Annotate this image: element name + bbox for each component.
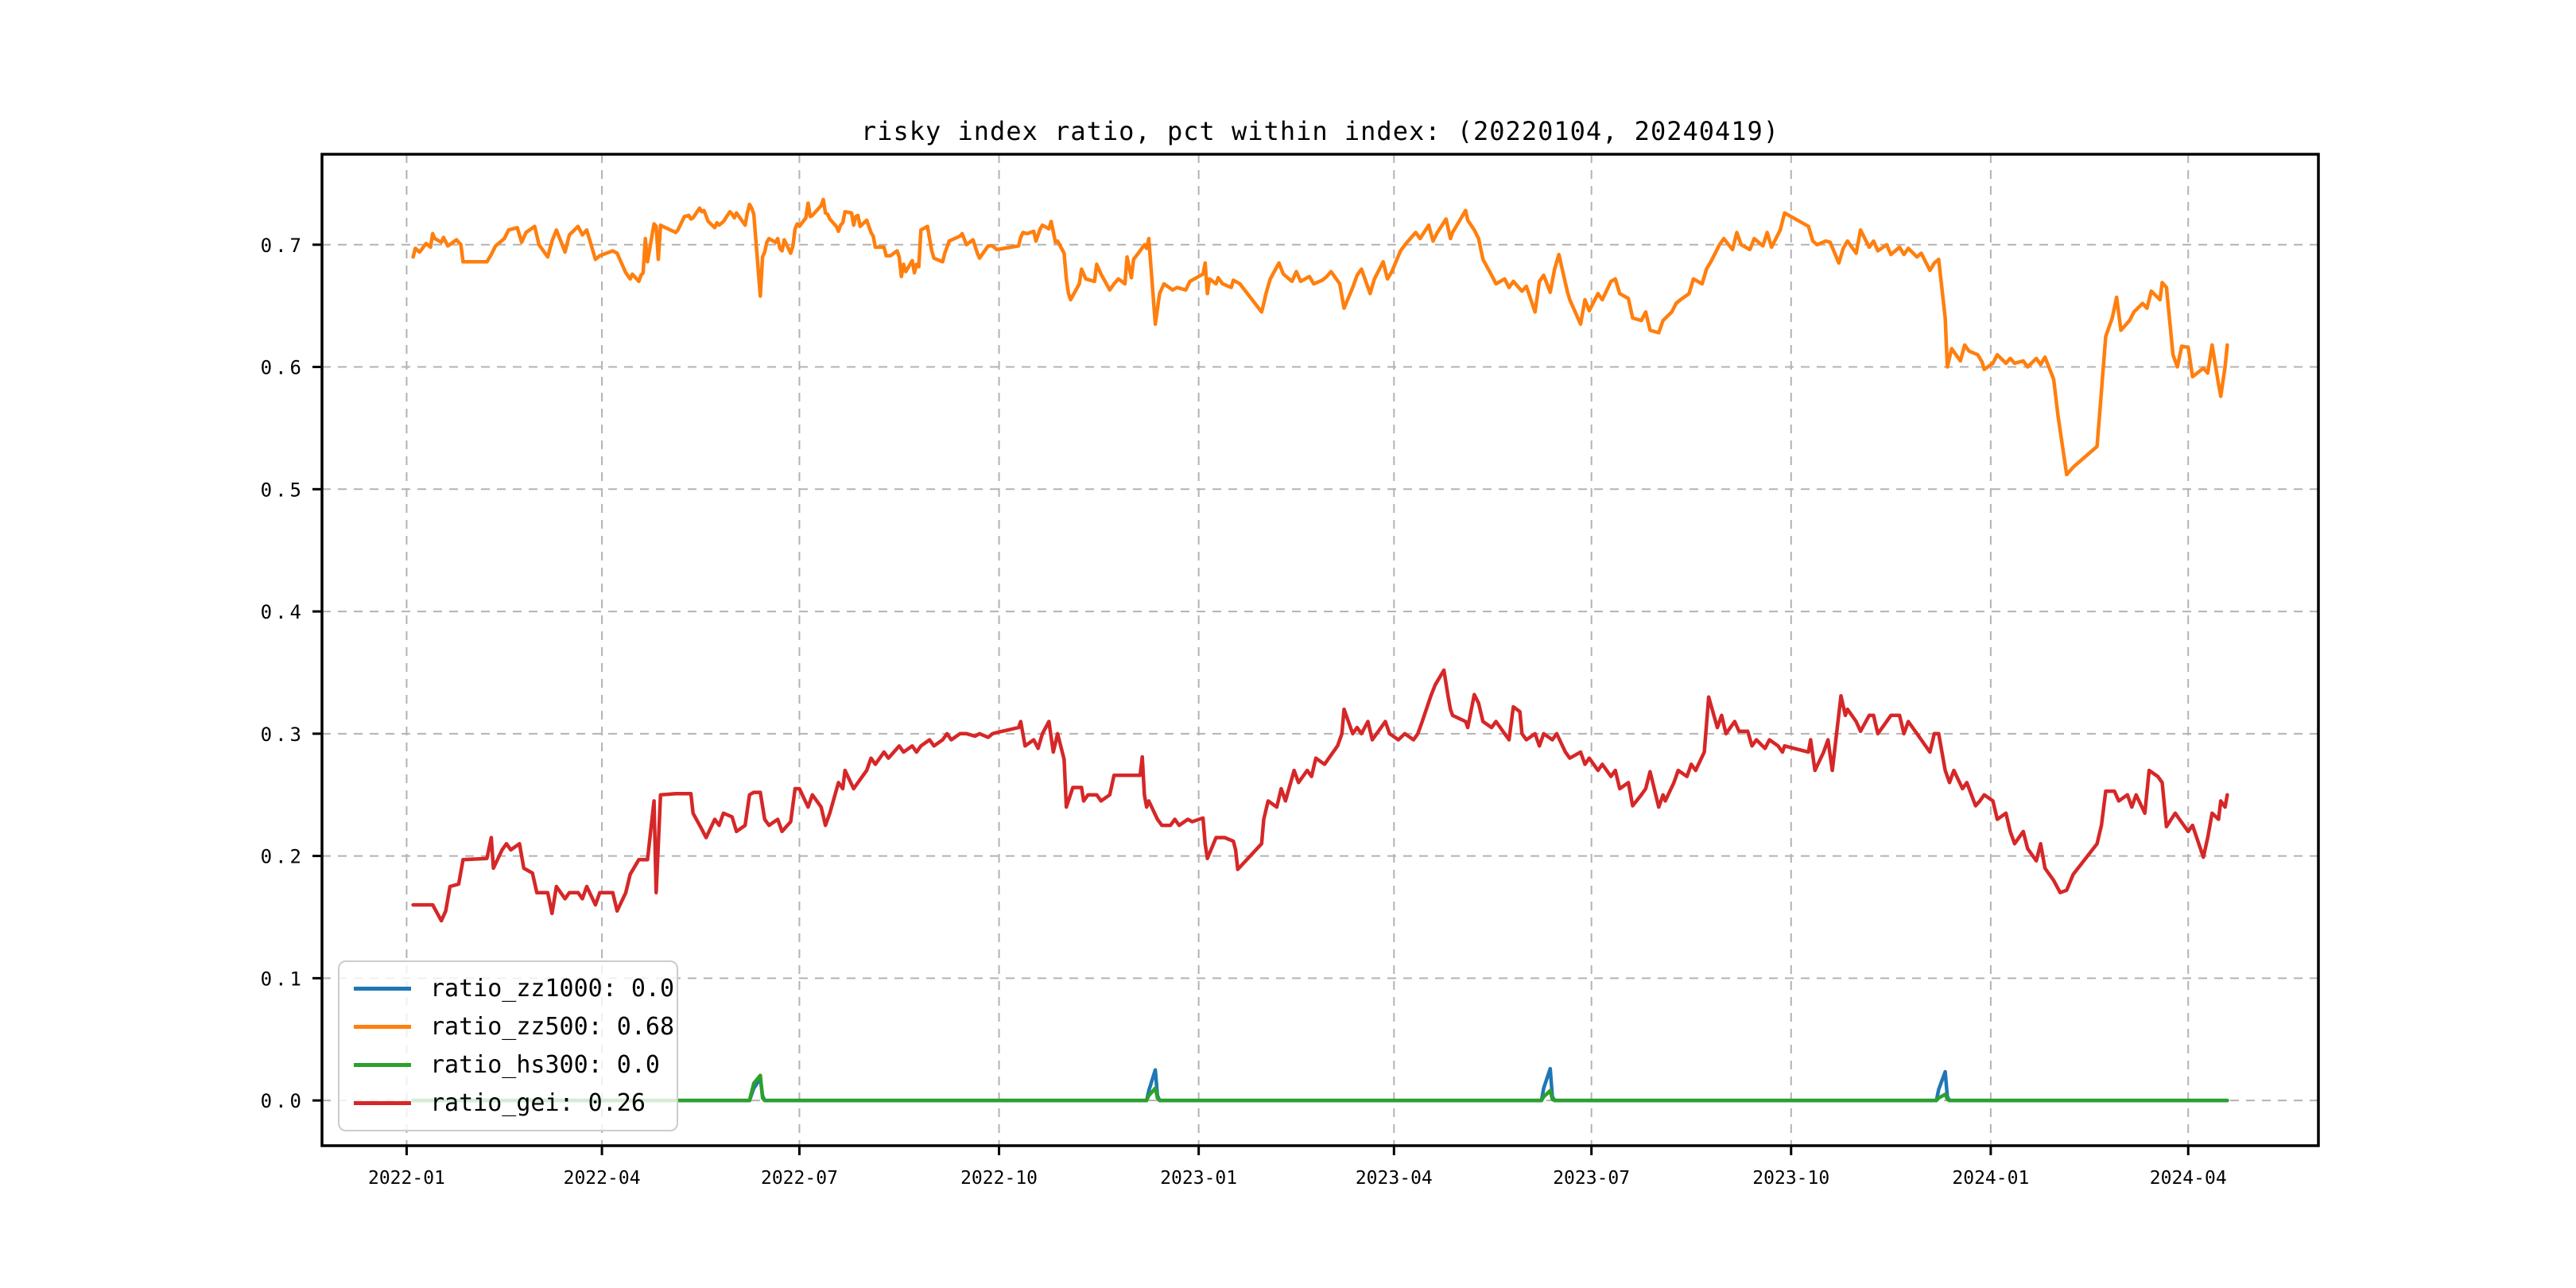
x-tick-labels: 2022-01 2022-04 2022-07 2022-10 2023-01 2023-… [368,1168,2227,1189]
legend-item-hs300: ratio_hs300: 0.0 [354,1048,662,1081]
x-tick-label: 2023-10 [1752,1168,1829,1189]
legend-label: ratio_zz500: 0.68 [430,1013,675,1042]
chart-title: risky index ratio, pct within index: (20… [860,116,1780,146]
x-tick-label: 2022-07 [761,1168,838,1189]
x-tick-label: 2024-04 [2150,1168,2227,1189]
legend: ratio_zz1000: 0.0 ratio_zz500: 0.68 rati… [338,960,678,1131]
x-tick-label: 2024-01 [1952,1168,2029,1189]
legend-label: ratio_gei: 0.26 [430,1088,646,1117]
legend-item-zz500: ratio_zz500: 0.68 [354,1011,674,1044]
y-tick-label: 0.2 [261,846,305,868]
y-tick-labels: 0.0 0.1 0.2 0.3 0.4 0.5 0.6 0.7 [261,235,305,1112]
legend-item-zz1000: ratio_zz1000: 0.0 [354,972,674,1006]
legend-swatch [354,1025,411,1030]
tick-marks [312,243,2190,1155]
y-tick-label: 0.1 [261,968,305,990]
series-ratio_zz500 [411,197,2229,477]
y-tick-label: 0.6 [261,357,305,379]
x-tick-label: 2022-01 [368,1168,445,1189]
series-ratio_zz1000 [411,1066,2229,1103]
x-tick-label: 2023-04 [1356,1168,1433,1189]
grid [322,154,2318,1146]
plot-border [320,153,2320,1147]
legend-label: ratio_zz1000: 0.0 [430,975,675,1003]
x-tick-label: 2022-10 [960,1168,1038,1189]
legend-item-gei: ratio_gei: 0.26 [354,1086,662,1119]
x-tick-label: 2023-07 [1553,1168,1630,1189]
y-tick-label: 0.7 [261,235,305,257]
y-tick-label: 0.3 [261,724,305,746]
series-ratio_hs300 [411,1073,2229,1103]
legend-label: ratio_hs300: 0.0 [430,1050,660,1079]
y-tick-label: 0.4 [261,601,305,623]
x-tick-label: 2022-04 [564,1168,641,1189]
series-ratio_gei [411,668,2229,923]
y-tick-label: 0.0 [261,1090,305,1112]
x-tick-label: 2023-01 [1160,1168,1237,1189]
legend-swatch [354,1062,411,1067]
legend-swatch [354,1100,411,1105]
legend-swatch [354,987,411,991]
y-tick-label: 0.5 [261,479,305,501]
